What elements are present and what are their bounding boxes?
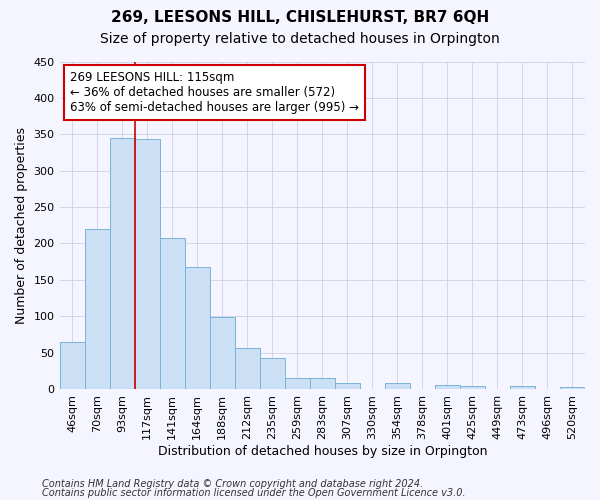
- X-axis label: Distribution of detached houses by size in Orpington: Distribution of detached houses by size …: [158, 444, 487, 458]
- Bar: [235, 348, 260, 389]
- Text: Contains HM Land Registry data © Crown copyright and database right 2024.: Contains HM Land Registry data © Crown c…: [42, 479, 423, 489]
- Bar: [59, 342, 85, 389]
- Bar: [85, 229, 110, 389]
- Bar: [310, 378, 335, 389]
- Bar: [110, 138, 134, 389]
- Bar: [209, 317, 235, 389]
- Bar: [160, 238, 185, 389]
- Bar: [460, 386, 485, 389]
- Bar: [335, 383, 360, 389]
- Text: Size of property relative to detached houses in Orpington: Size of property relative to detached ho…: [100, 32, 500, 46]
- Bar: [385, 383, 410, 389]
- Text: Contains public sector information licensed under the Open Government Licence v3: Contains public sector information licen…: [42, 488, 466, 498]
- Y-axis label: Number of detached properties: Number of detached properties: [15, 126, 28, 324]
- Text: 269, LEESONS HILL, CHISLEHURST, BR7 6QH: 269, LEESONS HILL, CHISLEHURST, BR7 6QH: [111, 10, 489, 25]
- Bar: [185, 268, 209, 389]
- Bar: [134, 140, 160, 389]
- Text: 269 LEESONS HILL: 115sqm
← 36% of detached houses are smaller (572)
63% of semi-: 269 LEESONS HILL: 115sqm ← 36% of detach…: [70, 72, 359, 114]
- Bar: [435, 384, 460, 389]
- Bar: [285, 378, 310, 389]
- Bar: [510, 386, 535, 389]
- Bar: [260, 358, 285, 389]
- Bar: [560, 387, 585, 389]
